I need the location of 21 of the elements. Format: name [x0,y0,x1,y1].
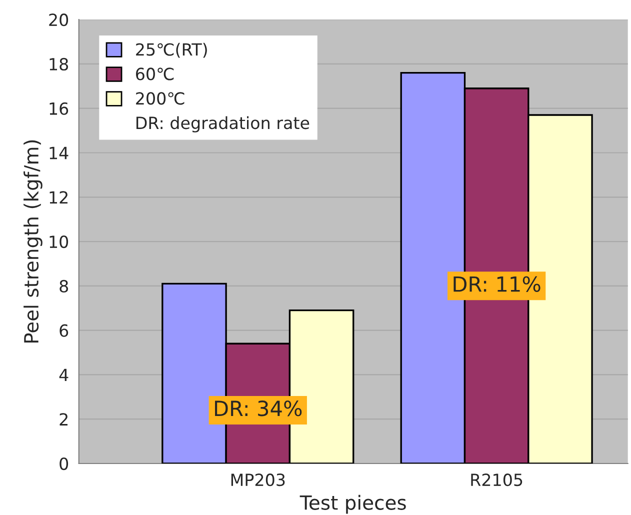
x-axis-title: Test pieces [300,494,406,514]
annotation: DR: degradation rate [136,116,310,132]
annotation: DR: 11% [454,276,540,292]
y-tick-label: 0 [60,457,68,470]
legend-label: 60℃ [136,68,174,80]
y-tick-label: 16 [50,102,68,115]
legend-label: 25℃(RT) [136,42,207,58]
annotation: DR: 34% [215,400,302,416]
y-tick-label: 18 [50,58,68,71]
y-tick-label: 4 [59,368,68,382]
y-tick-label: 20 [49,14,68,26]
y-tick-label: 6 [60,324,68,337]
y-tick-label: 8 [60,280,68,292]
legend-label: 200℃ [136,92,184,105]
y-tick-label: 12 [50,191,68,204]
y-axis-title: Peel strength (kgf/m) [24,140,42,342]
y-tick-label: 10 [50,235,68,248]
y-tick-label: 2 [60,413,68,426]
x-tick-label: MP203 [231,474,285,486]
x-tick-label: R2105 [471,474,522,486]
y-tick-label: 14 [50,146,68,160]
